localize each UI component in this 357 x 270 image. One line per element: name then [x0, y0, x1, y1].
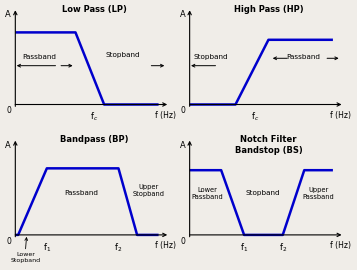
Text: 0: 0 [6, 237, 11, 246]
Text: Low Pass (LP): Low Pass (LP) [62, 5, 127, 14]
Text: A: A [180, 141, 185, 150]
Text: Bandpass (BP): Bandpass (BP) [60, 136, 129, 144]
Text: f (Hz): f (Hz) [330, 111, 351, 120]
Text: Upper
Stopband: Upper Stopband [132, 184, 165, 197]
Text: f (Hz): f (Hz) [155, 111, 176, 120]
Text: A: A [5, 141, 11, 150]
Text: A: A [5, 10, 11, 19]
Text: Upper
Passband: Upper Passband [303, 187, 335, 200]
Text: f$_2$: f$_2$ [279, 241, 287, 254]
Text: High Pass (HP): High Pass (HP) [234, 5, 303, 14]
Text: Notch Filter
Bandstop (BS): Notch Filter Bandstop (BS) [235, 136, 303, 155]
Text: Stopband: Stopband [106, 52, 140, 58]
Text: Passband: Passband [64, 190, 98, 196]
Text: f$_1$: f$_1$ [240, 241, 248, 254]
Text: f (Hz): f (Hz) [330, 241, 351, 250]
Text: 0: 0 [181, 106, 185, 115]
Text: f$_1$: f$_1$ [43, 241, 51, 254]
Text: Stopband: Stopband [194, 54, 228, 60]
Text: A: A [180, 10, 185, 19]
Text: f$_2$: f$_2$ [114, 241, 122, 254]
Text: Passband: Passband [22, 54, 57, 60]
Text: Lower
Passband: Lower Passband [191, 187, 223, 200]
Text: Lower
Stopband: Lower Stopband [10, 252, 40, 263]
Text: f$_c$: f$_c$ [90, 111, 98, 123]
Text: 0: 0 [181, 237, 185, 246]
Text: Passband: Passband [286, 54, 320, 60]
Text: f$_c$: f$_c$ [251, 111, 260, 123]
Text: f (Hz): f (Hz) [155, 241, 176, 250]
Text: Stopband: Stopband [245, 190, 280, 196]
Text: 0: 0 [6, 106, 11, 115]
